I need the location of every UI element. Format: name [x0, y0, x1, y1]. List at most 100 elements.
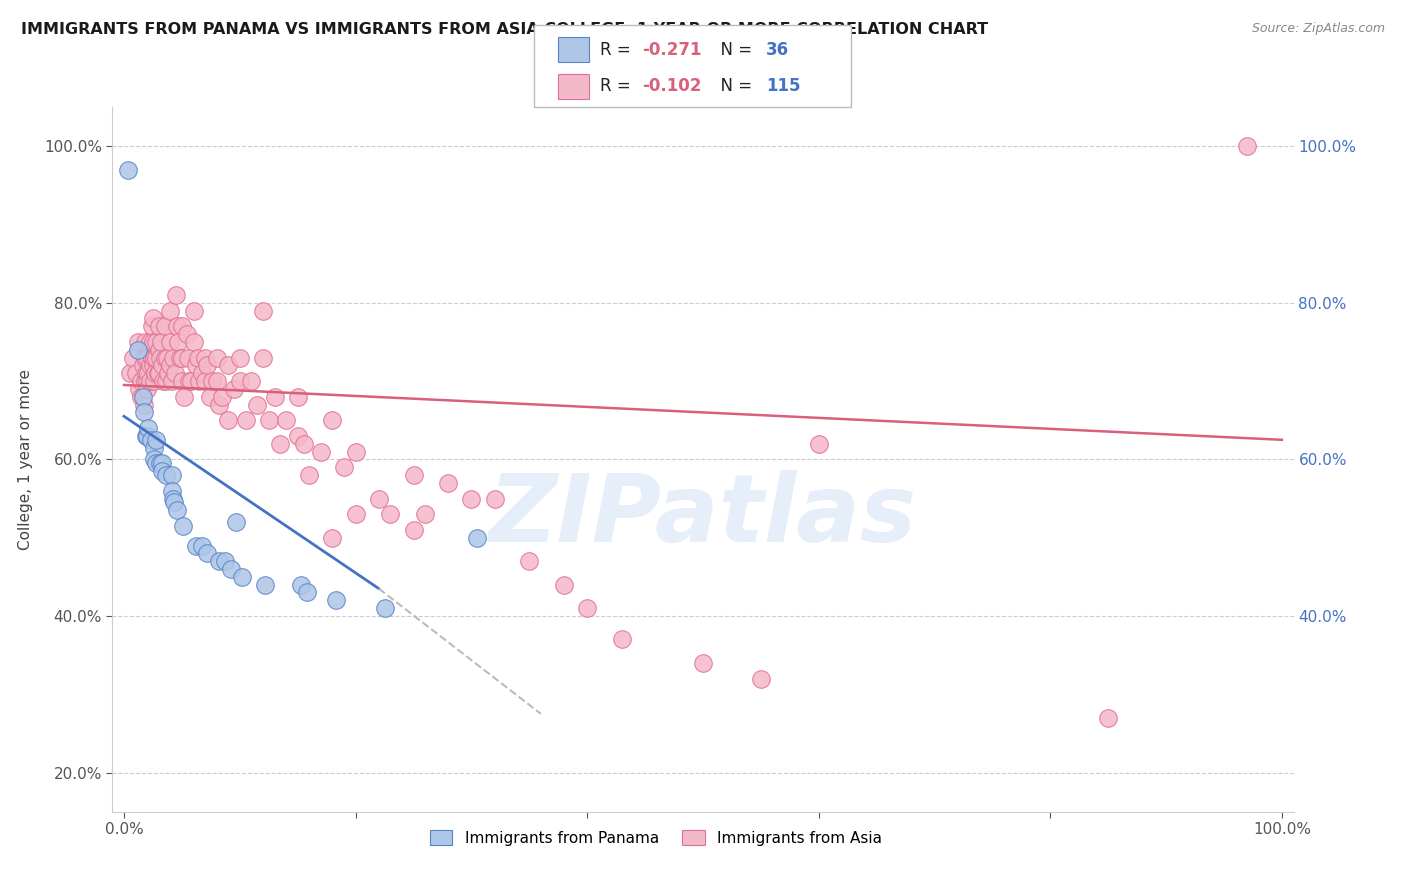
Y-axis label: College, 1 year or more: College, 1 year or more	[18, 369, 32, 549]
Point	[142, 311, 165, 326]
Point	[214, 554, 236, 568]
Point	[143, 351, 166, 365]
Point	[263, 390, 285, 404]
Point	[367, 491, 389, 506]
Point	[211, 390, 233, 404]
Point	[165, 288, 187, 302]
Point	[344, 507, 367, 521]
Text: R =: R =	[600, 78, 637, 95]
Point	[157, 366, 180, 380]
Point	[148, 366, 170, 380]
Point	[208, 554, 231, 568]
Point	[170, 351, 193, 365]
Point	[138, 366, 160, 380]
Point	[1236, 139, 1258, 153]
Point	[231, 570, 253, 584]
Text: Source: ZipAtlas.com: Source: ZipAtlas.com	[1251, 22, 1385, 36]
Point	[131, 390, 153, 404]
Point	[166, 503, 188, 517]
Point	[136, 382, 159, 396]
Point	[176, 327, 198, 342]
Point	[484, 491, 506, 506]
Text: -0.102: -0.102	[643, 78, 702, 95]
Text: N =: N =	[710, 78, 758, 95]
Point	[183, 334, 205, 349]
Point	[402, 468, 425, 483]
Point	[190, 366, 212, 380]
Point	[127, 343, 149, 357]
Point	[135, 366, 157, 380]
Point	[138, 359, 160, 373]
Point	[159, 334, 181, 349]
Point	[229, 374, 252, 388]
Point	[142, 359, 165, 373]
Point	[148, 343, 170, 357]
Point	[139, 433, 162, 447]
Point	[194, 374, 217, 388]
Point	[197, 546, 219, 560]
Point	[160, 374, 183, 388]
Point	[159, 303, 181, 318]
Point	[374, 601, 396, 615]
Point	[321, 413, 343, 427]
Point	[205, 374, 228, 388]
Point	[136, 429, 159, 443]
Point	[132, 405, 155, 419]
Point	[136, 351, 159, 365]
Point	[184, 539, 207, 553]
Point	[553, 577, 575, 591]
Point	[170, 374, 193, 388]
Point	[344, 444, 367, 458]
Point	[460, 491, 482, 506]
Point	[152, 374, 174, 388]
Point	[177, 374, 200, 388]
Point	[188, 374, 211, 388]
Point	[142, 334, 165, 349]
Point	[170, 319, 193, 334]
Point	[122, 351, 145, 365]
Point	[205, 351, 228, 365]
Point	[160, 468, 183, 483]
Point	[807, 436, 830, 450]
Point	[201, 374, 224, 388]
Point	[134, 351, 156, 365]
Point	[145, 433, 167, 447]
Point	[138, 374, 160, 388]
Point	[131, 374, 153, 388]
Point	[1097, 711, 1119, 725]
Point	[229, 351, 252, 365]
Point	[141, 319, 163, 334]
Point	[145, 334, 167, 349]
Legend: Immigrants from Panama, Immigrants from Asia: Immigrants from Panama, Immigrants from …	[422, 822, 890, 854]
Point	[167, 334, 190, 349]
Point	[287, 429, 309, 443]
Point	[136, 374, 159, 388]
Point	[150, 334, 173, 349]
Point	[160, 483, 183, 498]
Point	[145, 456, 167, 470]
Point	[217, 413, 239, 427]
Point	[150, 464, 173, 478]
Text: R =: R =	[600, 41, 637, 59]
Point	[128, 382, 150, 396]
Point	[197, 359, 219, 373]
Point	[138, 421, 160, 435]
Point	[225, 515, 247, 529]
Point	[134, 374, 156, 388]
Point	[380, 507, 402, 521]
Point	[292, 436, 315, 450]
Point	[131, 390, 153, 404]
Point	[153, 351, 176, 365]
Point	[402, 523, 425, 537]
Text: 115: 115	[766, 78, 801, 95]
Point	[257, 413, 280, 427]
Point	[190, 539, 212, 553]
Point	[155, 374, 177, 388]
Point	[465, 531, 488, 545]
Point	[437, 475, 460, 490]
Point	[222, 382, 245, 396]
Point	[269, 436, 291, 450]
Point	[180, 374, 202, 388]
Point	[153, 319, 176, 334]
Point	[309, 444, 332, 458]
